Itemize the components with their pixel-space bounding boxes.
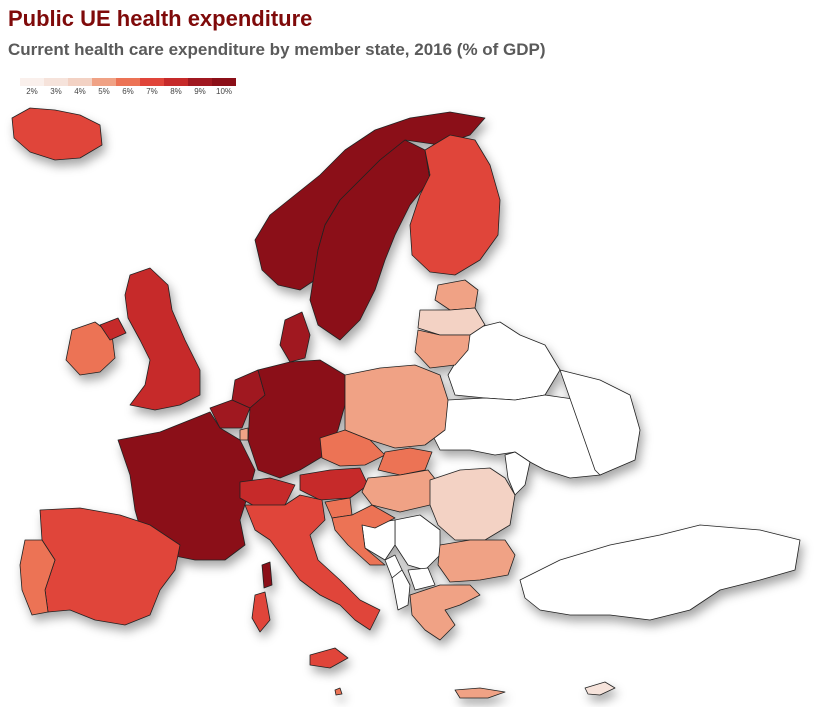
page-subtitle: Current health care expenditure by membe… [8, 40, 546, 59]
legend-swatch [92, 78, 116, 86]
legend-tick-label: 2% [26, 87, 38, 96]
legend-swatch [68, 78, 92, 86]
legend-tick-label: 7% [146, 87, 158, 96]
country-norway [254, 111, 486, 291]
country-serbia [394, 514, 441, 571]
country-slovenia [324, 497, 353, 519]
legend-tick-label: 10% [215, 87, 233, 96]
country-uk [99, 267, 201, 411]
country-luxembourg [239, 427, 249, 441]
page-title: Public UE health expenditure [8, 6, 313, 31]
country-macedonia [407, 567, 436, 591]
legend-tick-label: 9% [194, 87, 206, 96]
legend-swatch [164, 78, 188, 86]
country-austria [299, 467, 369, 501]
country-estonia [434, 279, 479, 311]
country-latvia [417, 307, 486, 336]
legend-tick-label: 6% [122, 87, 134, 96]
country-czechia [319, 429, 386, 467]
country-cyprus [584, 681, 616, 696]
country-croatia [331, 504, 396, 566]
country-romania [429, 467, 516, 541]
country-lithuania [414, 329, 471, 369]
country-greece [409, 584, 506, 699]
country-malta [334, 687, 343, 696]
country-turkey [519, 524, 801, 621]
country-sweden [309, 139, 431, 341]
country-bulgaria [437, 539, 516, 583]
legend-swatch [188, 78, 212, 86]
country-finland [409, 134, 501, 276]
legend-swatch [212, 78, 236, 86]
legend-tick-label: 5% [98, 87, 110, 96]
legend-swatch [140, 78, 164, 86]
country-iceland [11, 107, 103, 161]
legend-tick-label: 3% [50, 87, 62, 96]
country-ireland [65, 321, 116, 376]
country-portugal [19, 539, 56, 616]
country-denmark [279, 311, 311, 363]
country-italy [244, 494, 381, 669]
legend-tick-label: 4% [74, 87, 86, 96]
country-slovakia [377, 447, 433, 476]
country-albania [391, 569, 411, 611]
legend-tick-label: 8% [170, 87, 182, 96]
color-legend: 2% 3% 4% 5% 6% 7% 8% 9% 10% [20, 78, 236, 98]
country-moldova [504, 451, 531, 496]
legend-swatch [116, 78, 140, 86]
country-corsica [261, 561, 273, 589]
legend-swatch [20, 78, 44, 86]
country-russia [559, 369, 641, 476]
country-poland [344, 364, 449, 449]
legend-swatch [44, 78, 68, 86]
